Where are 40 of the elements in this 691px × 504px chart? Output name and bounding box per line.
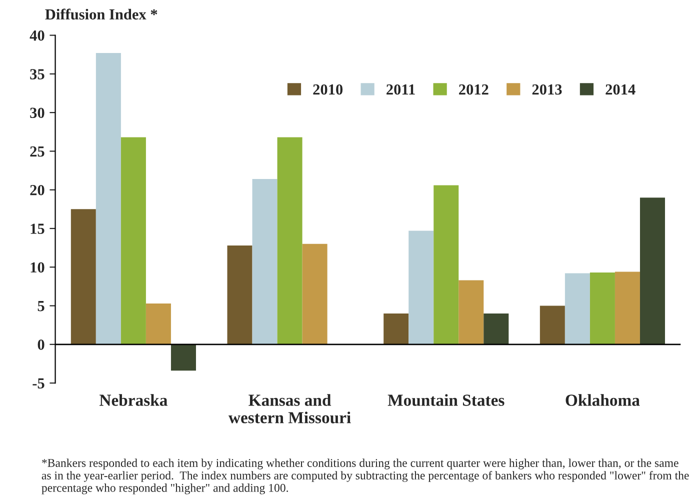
text: *Bankers responded to each item by indicating whether conditions during the current quarter were higher than, lower than, or the same as in the year-earlier period. The index numbers are computed by subtracting the percentage of bankers who responded "lower" from the percentage who responded "higher" and adding 100. <box>42 458 689 494</box>
legend-label: 2014 <box>606 84 636 95</box>
y-tick-label: 10 <box>30 262 44 273</box>
bar <box>96 53 121 344</box>
legend-label: 2010 <box>313 84 343 95</box>
y-tick-label: 20 <box>30 184 44 196</box>
bar <box>252 179 278 344</box>
bar <box>484 313 509 344</box>
x-tick-label: Oklahoma <box>566 394 640 406</box>
y-tick-label: 15 <box>30 224 44 234</box>
y-tick-label: 35 <box>30 69 44 80</box>
y-tick-label: 0 <box>38 340 44 350</box>
bar <box>384 313 409 344</box>
bar <box>277 137 302 344</box>
bar <box>458 280 484 344</box>
bar <box>120 137 146 344</box>
y-tick-label: 5 <box>38 301 44 312</box>
bar <box>640 198 665 344</box>
bar <box>170 344 196 371</box>
bar <box>302 244 328 344</box>
bar <box>227 245 252 344</box>
bar <box>434 185 459 344</box>
x-tick-label: Kansas and western Missouri <box>228 394 351 424</box>
y-tick-label: 40 <box>30 30 44 41</box>
bar <box>540 306 565 344</box>
y-tick-label: -5 <box>32 378 44 388</box>
bar <box>408 230 434 344</box>
legend-label: 2011 <box>386 84 415 95</box>
bar <box>146 303 171 344</box>
bar <box>614 272 640 344</box>
bar <box>590 272 615 344</box>
legend-label: 2012 <box>459 84 488 95</box>
y-axis-title: Diffusion Index * <box>45 8 158 20</box>
y-tick-label: 25 <box>30 146 44 157</box>
y-tick-label: 30 <box>30 108 44 118</box>
bar <box>564 273 590 344</box>
bar <box>70 209 96 344</box>
x-tick-label: Nebraska <box>100 394 168 406</box>
legend-label: 2013 <box>532 84 562 95</box>
x-tick-label: Mountain States <box>388 394 504 406</box>
